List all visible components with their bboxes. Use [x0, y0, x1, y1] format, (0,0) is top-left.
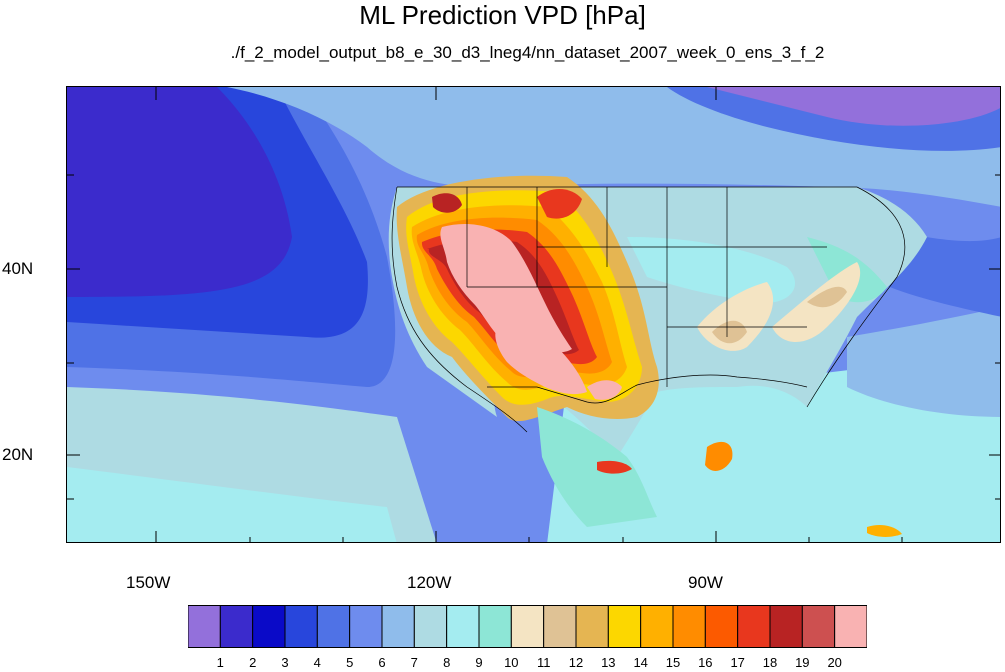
- colorbar-swatch: [284, 605, 318, 648]
- tropical-pacific: [67, 467, 397, 542]
- colorbar-label: 12: [568, 655, 584, 670]
- atlantic-coastline: [806, 186, 906, 408]
- colorbar-swatch: [252, 605, 286, 648]
- appalachian-tan: [807, 286, 847, 308]
- colorbar-swatch: [737, 605, 771, 648]
- colorbar-swatch: [381, 605, 415, 648]
- colorbar-label: 7: [410, 655, 418, 670]
- lon-tick-150w: 150W: [126, 573, 171, 592]
- colorbar-swatch: [316, 605, 351, 648]
- colorbar-label: 17: [730, 655, 745, 670]
- colorbar-swatch: [446, 605, 480, 648]
- mexico-coast-hotspot: [597, 460, 632, 474]
- colorbar-label: 9: [475, 655, 483, 670]
- colorbar-swatch: [607, 605, 642, 648]
- colorbar-swatch: [219, 605, 254, 648]
- map-plot-area: [66, 86, 1001, 543]
- colorbar-label: 11: [536, 655, 551, 670]
- colorbar-swatch: [704, 605, 739, 648]
- colorbar-swatch: [510, 605, 545, 648]
- colorbar-swatch: [801, 605, 836, 648]
- state-borders: [466, 187, 827, 387]
- vpd-field-map: [67, 87, 1000, 542]
- colorbar-label: 10: [504, 655, 519, 670]
- yucatan-hotspot: [705, 441, 733, 471]
- gulf-coastline: [636, 374, 808, 388]
- colorbar-swatch: [672, 605, 706, 648]
- colorbar-swatch: [834, 605, 867, 648]
- political-boundaries: [391, 186, 906, 433]
- colorbar-label: 16: [698, 655, 713, 670]
- pacific-low-vpd: [67, 87, 292, 297]
- colorbar: [188, 605, 867, 648]
- colorbar-swatch: [188, 605, 221, 648]
- pacific-coastline: [391, 186, 528, 433]
- colorbar-label: 18: [762, 655, 778, 670]
- colorbar-label: 8: [443, 655, 451, 670]
- lat-tick-20n: 20N: [2, 445, 34, 464]
- wyoming-red: [537, 188, 582, 219]
- colorbar-swatches: [188, 605, 867, 648]
- sonoran-pink: [495, 325, 587, 395]
- texas-pink: [587, 380, 622, 400]
- colorbar-swatch: [543, 605, 577, 648]
- colorbar-label: 19: [795, 655, 810, 670]
- colorbar-label: 14: [633, 655, 648, 670]
- colorbar-label: 13: [601, 655, 616, 670]
- south-america-hotspot: [867, 524, 902, 537]
- lon-tick-120w: 120W: [407, 573, 452, 592]
- atlantic-band: [847, 307, 1000, 417]
- colorbar-label: 6: [378, 655, 386, 670]
- colorbar-swatch: [769, 605, 803, 648]
- colorbar-swatch: [640, 605, 674, 648]
- great-plains-cyan: [627, 237, 796, 303]
- lon-tick-90w: 90W: [688, 573, 723, 592]
- oregon-hotspot: [432, 193, 462, 213]
- colorbar-swatch: [478, 605, 512, 648]
- colorbar-swatch: [413, 605, 448, 648]
- colorbar-label: 2: [249, 655, 257, 670]
- midwest-tan: [712, 320, 747, 344]
- colorbar-label: 1: [216, 655, 224, 670]
- colorbar-label: 15: [665, 655, 681, 670]
- frame-ticks: [67, 87, 1000, 542]
- colorbar-swatch: [349, 605, 383, 648]
- map-title: ML Prediction VPD [hPa]: [359, 0, 646, 30]
- arctic-purple: [707, 87, 1000, 126]
- mexico-border: [487, 384, 638, 404]
- map-subtitle: ./f_2_model_output_b8_e_30_d3_lneg4/nn_d…: [230, 43, 825, 62]
- great-basin-pink: [440, 223, 572, 353]
- colorbar-swatch: [575, 605, 609, 648]
- colorbar-label: 4: [313, 655, 321, 670]
- colorbar-label: 5: [346, 655, 354, 670]
- colorbar-label: 20: [827, 655, 842, 670]
- colorbar-label: 3: [281, 655, 289, 670]
- lat-tick-40n: 40N: [2, 259, 34, 278]
